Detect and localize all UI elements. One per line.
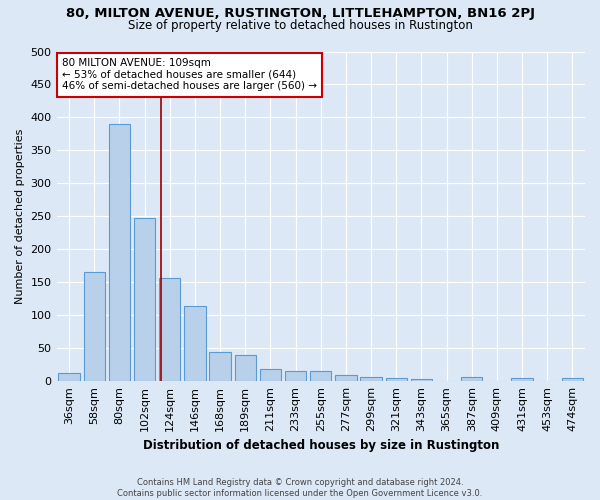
Bar (511, 378, 533, 381)
Bar (134, 218, 155, 381)
Text: 80 MILTON AVENUE: 109sqm
← 53% of detached houses are smaller (644)
46% of semi-: 80 MILTON AVENUE: 109sqm ← 53% of detach… (62, 58, 317, 92)
Bar (285, 372, 307, 381)
Bar (335, 374, 356, 381)
Text: 80, MILTON AVENUE, RUSTINGTON, LITTLEHAMPTON, BN16 2PJ: 80, MILTON AVENUE, RUSTINGTON, LITTLEHAM… (65, 8, 535, 20)
Bar (411, 378, 432, 381)
Bar (159, 278, 181, 381)
Bar (109, 124, 130, 381)
Bar (310, 372, 331, 381)
X-axis label: Distribution of detached houses by size in Rustington: Distribution of detached houses by size … (143, 440, 499, 452)
Bar (361, 377, 382, 381)
Bar (562, 378, 583, 381)
Bar (209, 352, 231, 381)
Bar (184, 306, 206, 381)
Bar (461, 376, 482, 381)
Y-axis label: Number of detached properties: Number of detached properties (15, 128, 25, 304)
Text: Size of property relative to detached houses in Rustington: Size of property relative to detached ho… (128, 18, 472, 32)
Text: Contains HM Land Registry data © Crown copyright and database right 2024.
Contai: Contains HM Land Registry data © Crown c… (118, 478, 482, 498)
Bar (260, 370, 281, 381)
Bar (386, 378, 407, 381)
Bar (58, 372, 80, 381)
Bar (235, 355, 256, 381)
Bar (83, 272, 105, 381)
